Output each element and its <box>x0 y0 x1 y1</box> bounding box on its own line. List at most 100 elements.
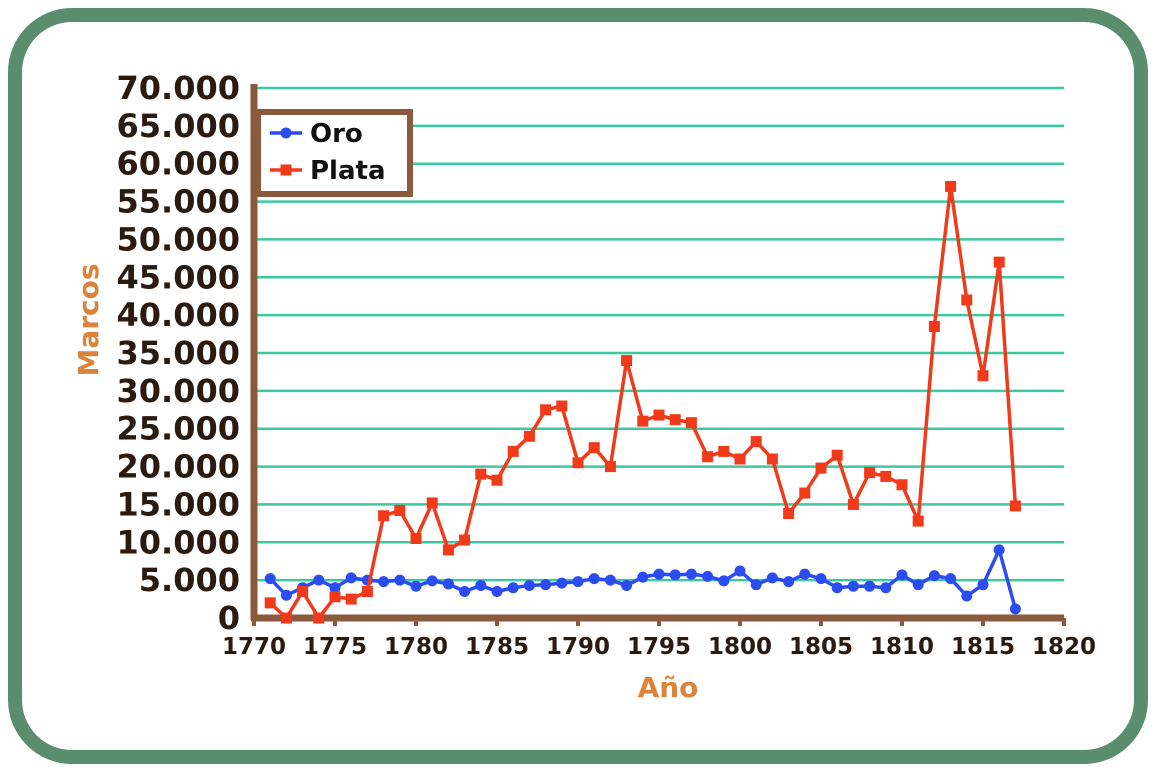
y-tick-label: 25.000 <box>117 410 240 448</box>
data-point <box>1009 500 1021 512</box>
data-point <box>799 568 811 580</box>
data-point <box>847 580 859 592</box>
data-point <box>896 479 908 491</box>
data-point <box>766 572 778 584</box>
x-tick-label: 1805 <box>789 634 853 660</box>
data-point <box>604 574 616 586</box>
data-point <box>637 571 649 583</box>
x-tick-label: 1795 <box>627 634 691 660</box>
data-point <box>345 572 357 584</box>
data-point <box>702 570 714 582</box>
data-point <box>864 580 876 592</box>
legend-box <box>255 109 413 197</box>
data-point <box>961 294 973 306</box>
data-point <box>864 467 876 479</box>
data-point <box>394 504 406 516</box>
y-tick-label: 40.000 <box>117 296 240 334</box>
data-point <box>540 404 552 416</box>
data-point <box>718 445 730 457</box>
series-oro <box>264 544 1021 615</box>
data-point <box>750 579 762 591</box>
data-point <box>799 487 811 499</box>
data-point <box>572 576 584 588</box>
x-tick-label: 1815 <box>951 634 1015 660</box>
data-point <box>847 498 859 510</box>
data-point <box>653 568 665 580</box>
data-point <box>588 442 600 454</box>
data-point <box>783 508 795 520</box>
data-point <box>329 582 341 594</box>
data-point <box>378 510 390 522</box>
data-point <box>815 462 827 474</box>
x-tick-label: 1790 <box>546 634 610 660</box>
data-point <box>961 590 973 602</box>
data-point <box>442 544 454 556</box>
series-group <box>264 180 1021 624</box>
legend-item-plata: Plata <box>270 156 386 186</box>
data-point <box>1009 603 1021 615</box>
data-point <box>410 533 422 544</box>
x-tick-label: 1780 <box>384 634 448 660</box>
axes <box>250 84 1066 626</box>
data-point <box>297 586 309 597</box>
data-point <box>572 457 584 469</box>
data-point <box>977 370 989 382</box>
data-point <box>313 574 325 586</box>
y-tick-label: 30.000 <box>117 372 240 410</box>
data-point <box>653 409 665 421</box>
data-point <box>345 593 357 605</box>
series-line <box>269 184 1018 620</box>
data-point <box>426 497 438 509</box>
data-point <box>459 534 471 546</box>
x-tick-label: 1810 <box>870 634 934 660</box>
data-point <box>977 579 989 591</box>
data-point <box>993 544 1005 556</box>
rounded-frame <box>8 8 1148 764</box>
series-plata <box>264 180 1021 624</box>
data-point <box>378 576 390 588</box>
data-point <box>588 573 600 585</box>
data-point <box>912 579 924 591</box>
data-point <box>993 256 1005 268</box>
data-point <box>491 474 503 486</box>
legend: Oro Plata <box>255 109 413 197</box>
data-point <box>621 579 633 591</box>
y-tick-label: 55.000 <box>117 183 240 221</box>
legend-label: Oro <box>310 119 363 149</box>
data-point <box>718 575 730 587</box>
y-tick-label: 10.000 <box>117 523 240 561</box>
data-point <box>621 355 633 367</box>
y-tick-label: 60.000 <box>117 145 240 183</box>
y-tick-label: 50.000 <box>117 220 240 258</box>
data-point <box>685 417 697 429</box>
y-tick-label: 15.000 <box>117 485 240 523</box>
x-tick-label: 1820 <box>1032 634 1096 660</box>
data-point <box>912 515 924 527</box>
data-point <box>702 451 714 463</box>
data-point <box>329 591 341 603</box>
y-axis-label: Marcos <box>72 263 105 376</box>
data-point <box>523 430 535 442</box>
legend-label: Plata <box>310 156 386 186</box>
y-tick-label: 20.000 <box>117 448 240 486</box>
y-tick-label: 0 <box>218 599 240 637</box>
x-tick-label: 1785 <box>465 634 529 660</box>
data-point <box>766 453 778 465</box>
data-point <box>928 321 940 332</box>
data-point <box>540 579 552 591</box>
data-point <box>945 180 957 192</box>
data-point <box>604 461 616 473</box>
data-point <box>685 568 697 580</box>
data-point <box>523 579 535 591</box>
legend-item-oro: Oro <box>270 119 363 149</box>
data-point <box>264 597 276 609</box>
x-tick-label: 1775 <box>303 634 367 660</box>
data-point <box>426 575 438 587</box>
data-point <box>280 612 292 624</box>
data-point <box>880 582 892 594</box>
data-point <box>491 586 503 597</box>
y-tick-label: 35.000 <box>117 334 240 372</box>
data-point <box>361 586 373 597</box>
data-point <box>280 589 292 601</box>
data-point <box>880 470 892 482</box>
